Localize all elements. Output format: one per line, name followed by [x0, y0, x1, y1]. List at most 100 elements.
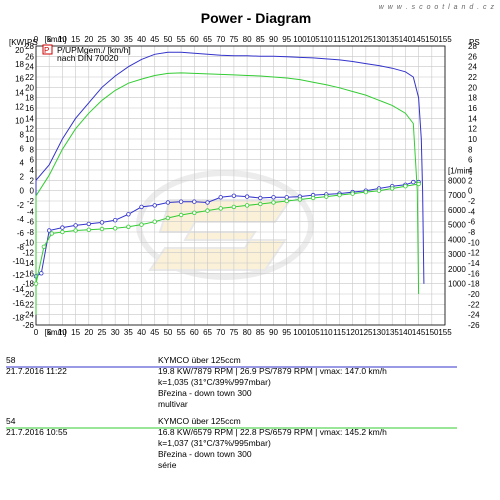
- series-54-rpm-point: [350, 191, 355, 196]
- y-ps-tick-label-right: 24: [468, 63, 477, 72]
- x-tick-label-bottom: 70: [216, 328, 225, 337]
- x-tick-label-bottom: 25: [98, 328, 107, 337]
- x-tick-label-top: 75: [229, 35, 238, 44]
- x-tick-label-top: 25: [98, 35, 107, 44]
- x-tick-label-bottom: 60: [190, 328, 199, 337]
- y-kw-tick-label: -14: [12, 285, 24, 294]
- x-tick-label-top: 155: [438, 35, 452, 44]
- y-ps-tick-label-left: -8: [27, 228, 35, 237]
- y-ps-tick-label-right: 16: [468, 104, 477, 113]
- x-tick-label-bottom: 55: [177, 328, 186, 337]
- y-ps-unit-label-left: PS: [27, 38, 38, 47]
- y-rpm-unit-label: [1/min]: [448, 167, 472, 176]
- x-tick-label-bottom: 125: [359, 328, 373, 337]
- x-tick-label-top: 85: [256, 35, 265, 44]
- x-tick-label-top: 100: [293, 35, 307, 44]
- y-kw-tick-label: 10: [15, 116, 24, 125]
- y-ps-tick-label-left: -2: [27, 197, 35, 206]
- y-kw-tick-label: 6: [20, 145, 25, 154]
- x-tick-label-top: 50: [163, 35, 172, 44]
- x-tick-label-bottom: 85: [256, 328, 265, 337]
- y-kw-tick-label: -16: [12, 299, 24, 308]
- series-54-rpm-point: [337, 192, 342, 198]
- run-conditions: k=1,035 (31°C/39%/997mbar): [158, 377, 271, 387]
- y-kw-tick-label: 8: [20, 130, 25, 139]
- x-tick-label-bottom: 65: [203, 328, 212, 337]
- series-54-rpm-point: [244, 203, 250, 208]
- legend-marker-glyph: P: [44, 46, 49, 55]
- y-ps-tick-label-left: -22: [22, 300, 34, 309]
- x-tick-label-top: 5: [47, 35, 52, 44]
- y-ps-tick-label-right: 22: [468, 73, 477, 82]
- series-54-rpm-point: [112, 226, 118, 231]
- series-54-rpm-point: [60, 229, 65, 235]
- series-54-rpm-point: [310, 195, 316, 201]
- y-ps-tick-label-right: 10: [468, 135, 477, 144]
- series-54-rpm-point: [41, 244, 47, 249]
- y-ps-tick-label-left: -10: [22, 238, 34, 247]
- y-ps-tick-label-right: 8: [468, 145, 473, 154]
- y-ps-tick-label-left: -6: [27, 218, 35, 227]
- y-ps-tick-label-left: -24: [22, 311, 34, 320]
- x-tick-label-bottom: 155: [438, 328, 452, 337]
- y-ps-tick-label-right: 12: [468, 125, 477, 134]
- series-58-rpm-point: [139, 204, 144, 210]
- run-note: multivar: [158, 399, 188, 409]
- x-tick-label-top: 70: [216, 35, 225, 44]
- series-58-rpm-point: [60, 225, 65, 230]
- series-58-power-line: [35, 51, 425, 315]
- series-54-rpm-point: [390, 186, 395, 191]
- x-tick-label-bottom: 75: [229, 328, 238, 337]
- series-54-rpm-point: [324, 194, 329, 199]
- x-tick-label-top: 135: [386, 35, 400, 44]
- x-tick-label-top: 95: [282, 35, 291, 44]
- plot-frame: [35, 45, 446, 326]
- x-tick-label-bottom: 90: [269, 328, 278, 337]
- x-tick-label-top: 65: [203, 35, 212, 44]
- y-ps-tick-label-left: -12: [22, 249, 34, 258]
- y-ps-tick-label-right: 20: [468, 83, 477, 92]
- y-ps-tick-label-left: 10: [25, 135, 34, 144]
- y-ps-tick-label-right: 14: [468, 114, 477, 123]
- series-54-rpm-point: [192, 210, 197, 215]
- series-58-rpm-point: [411, 179, 416, 185]
- series-54-rpm-point: [165, 215, 171, 221]
- y-ps-tick-label-right: -24: [468, 311, 480, 320]
- y-rpm-tick-label: 2000: [448, 265, 466, 274]
- legend-line2: nach DIN 70020: [57, 53, 119, 63]
- y-ps-tick-label-left: 28: [25, 42, 34, 51]
- series-58-rpm-point: [165, 200, 171, 205]
- run-id: 58: [6, 355, 16, 365]
- y-ps-tick-label-right: -4: [468, 207, 476, 216]
- run-info-1: 58 21.7.2016 11:22 KYMCO über 125ccm 19.…: [6, 355, 457, 409]
- x-tick-label-top: 115: [333, 35, 346, 44]
- y-ps-unit-label-right: PS: [469, 38, 480, 47]
- x-tick-label-top: 120: [346, 35, 360, 44]
- x-tick-label-top: 40: [137, 35, 146, 44]
- series-58-rpm-point: [39, 271, 44, 276]
- series-54-rpm-point: [99, 226, 105, 232]
- x-tick-label-top: 10: [58, 35, 67, 44]
- y-rpm-tick-label: 4000: [448, 235, 466, 244]
- x-tick-label-bottom: 0: [34, 328, 39, 337]
- y-kw-tick-label: -2: [17, 201, 25, 210]
- series-58-rpm-point: [244, 194, 250, 199]
- x-tick-label-top: 140: [399, 35, 413, 44]
- series-54-rpm-point: [231, 204, 237, 210]
- series-54-rpm-point: [376, 188, 382, 193]
- y-ps-tick-label-right: -22: [468, 300, 480, 309]
- series-58-rpm-point: [178, 199, 184, 204]
- y-ps-tick-label-left: -26: [22, 321, 34, 330]
- brand-watermark: w w w . s c o o t l a n d . c z: [379, 4, 495, 11]
- y-kw-tick-label: 4: [20, 159, 25, 168]
- chart-grid: [35, 45, 446, 326]
- chart-axes: 0055101015152020252530303535404045455050…: [9, 35, 480, 337]
- y-ps-tick-label-right: 18: [468, 94, 477, 103]
- y-kw-unit-label: [KW]: [9, 38, 26, 47]
- y-ps-tick-label-left: 6: [30, 156, 35, 165]
- y-ps-tick-label-left: 18: [25, 94, 34, 103]
- series-54-rpm-point: [258, 201, 263, 207]
- x-tick-label-bottom: 15: [71, 328, 80, 337]
- x-unit-label-bottom: [km/h]: [45, 328, 67, 337]
- series-58-rpm-point: [218, 195, 223, 200]
